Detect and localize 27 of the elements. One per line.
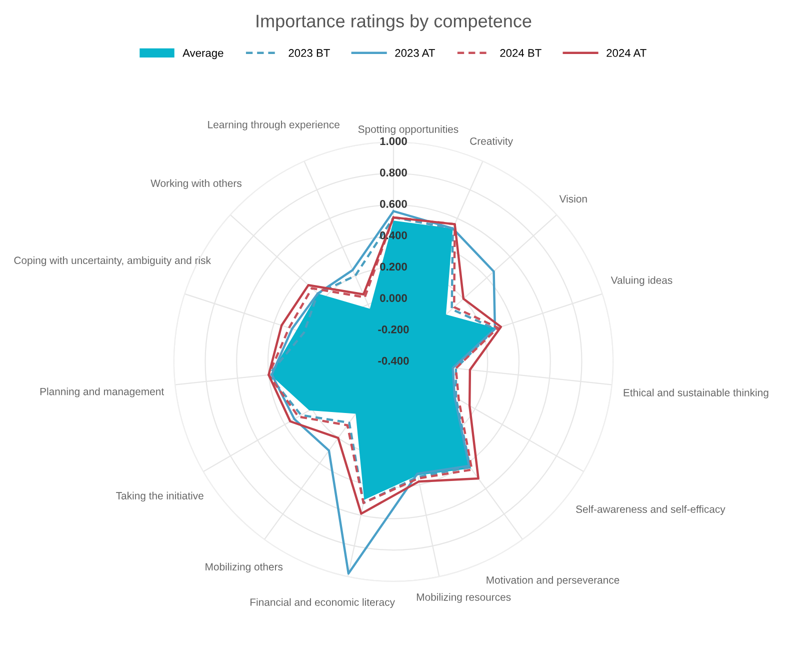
legend-label: 2024 AT [606, 49, 646, 57]
legend-label: 2023 BT [288, 49, 330, 57]
spoke-label: Spotting opportunities [358, 125, 458, 135]
spoke-label: Self-awareness and self-efficacy [576, 505, 726, 515]
chart-title: Importance ratings by competence [256, 14, 532, 32]
spoke-label: Mobilizing resources [416, 593, 511, 603]
y-tick-label: 0.600 [380, 200, 407, 208]
y-tick-label: 0.000 [380, 294, 407, 302]
spoke-label: Taking the initiative [116, 492, 204, 502]
spoke-label: Financial and economic literacy [250, 598, 395, 608]
spoke-label: Coping with uncertainty, ambiguity and risk [14, 256, 211, 266]
y-tick-label: 1.000 [380, 137, 407, 146]
spoke-label: Working with others [150, 179, 242, 189]
legend-label: 2023 AT [395, 49, 435, 57]
spoke-label: Creativity [470, 137, 514, 147]
spoke-label: Mobilizing others [206, 562, 283, 573]
spoke-label: Planning and management [40, 388, 164, 398]
spoke-label: Motivation and perseverance [486, 576, 620, 586]
y-tick-label: 0.800 [380, 168, 407, 176]
legend-label: 2024 BT [500, 49, 542, 57]
spoke-label: Valuing ideas [610, 276, 672, 286]
legend-label: Average [182, 49, 224, 60]
y-tick-label: -0.400 [378, 356, 409, 365]
spoke-label: Learning through experience [208, 120, 340, 130]
y-tick-label: -0.200 [378, 325, 409, 334]
spoke-label: Ethical and sustainable thinking [624, 388, 768, 398]
spoke-label: Vision [559, 194, 587, 203]
